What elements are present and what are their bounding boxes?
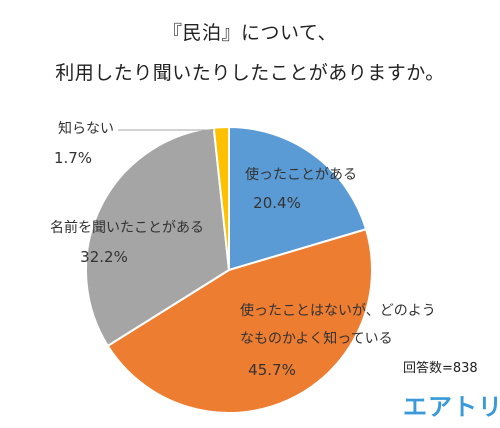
pie-slice-3: [212, 125, 230, 271]
pie-slice-0: [228, 125, 368, 272]
respondent-count: 回答数=838: [403, 361, 478, 376]
slice-label-2-line-0: 名前を聞いたことがある: [50, 219, 204, 236]
pie-slice-2: [85, 126, 231, 348]
chart-title-line2: 利用したり聞いたりしたことがありますか。: [55, 62, 445, 84]
slice-label-1-line-0: 使ったことはないが、どのよう: [240, 302, 436, 319]
slice-label-1-line-1: なものかよく知っている: [240, 330, 393, 347]
slice-label-0-line-0: 使ったことがある: [245, 166, 357, 183]
brand-logo: エアトリ: [403, 393, 500, 421]
slice-value-label-0: 20.4%: [253, 194, 301, 212]
slice-value-label-2: 32.2%: [80, 248, 128, 266]
slice-label-3-line-0: 知らない: [58, 120, 114, 137]
pie-slice-1: [106, 227, 373, 414]
slice-value-label-1: 45.7%: [248, 361, 296, 379]
chart-title-line1: 『民泊』について、: [163, 22, 337, 44]
slice-value-label-3: 1.7%: [54, 149, 92, 167]
